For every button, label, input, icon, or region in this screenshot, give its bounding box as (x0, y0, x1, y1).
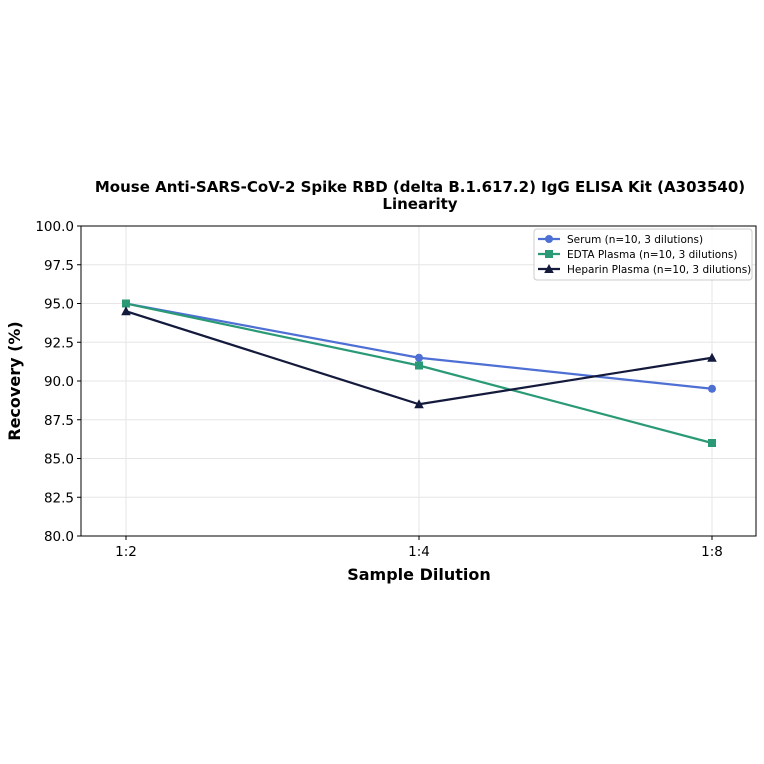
y-tick-label: 80.0 (44, 529, 74, 545)
data-point (708, 384, 716, 393)
legend-marker (545, 250, 553, 258)
legend-item: Heparin Plasma (n=10, 3 dilutions) (538, 264, 751, 276)
legend-item: EDTA Plasma (n=10, 3 dilutions) (538, 249, 737, 261)
chart-title-line2: Linearity (382, 195, 457, 213)
series-3 (121, 306, 717, 409)
legend-box (533, 228, 753, 281)
data-point (121, 306, 131, 316)
y-tick-label: 85.0 (44, 452, 74, 468)
y-tick-label: 87.5 (44, 413, 74, 429)
x-tick-label: 1:2 (115, 544, 137, 560)
legend-marker (544, 264, 554, 273)
legend-label: Serum (n=10, 3 dilutions) (567, 234, 703, 246)
legend: Serum (n=10, 3 dilutions) EDTA Plasma (n=… (533, 228, 753, 281)
y-axis: 80.0 82.5 85.0 87.5 90.0 92.5 95.0 97.5 100.0 (35, 219, 81, 545)
y-tick-label: 95.0 (44, 297, 74, 313)
x-axis-label: Sample Dilution (347, 565, 491, 584)
data-point (708, 439, 716, 447)
y-tick-label: 97.5 (44, 258, 74, 274)
y-tick-label: 92.5 (44, 335, 74, 351)
data-point (415, 361, 423, 370)
data-point (414, 399, 424, 409)
y-axis-label: Recovery (%) (5, 321, 24, 440)
chart-title-line1: Mouse Anti-SARS-CoV-2 Spike RBD (delta B… (95, 178, 745, 196)
legend-label: Heparin Plasma (n=10, 3 dilutions) (567, 264, 751, 276)
data-point (122, 299, 130, 308)
legend-label: EDTA Plasma (n=10, 3 dilutions) (567, 249, 737, 261)
x-tick-label: 1:8 (701, 544, 723, 560)
legend-item: Serum (n=10, 3 dilutions) (538, 234, 703, 246)
y-tick-label: 90.0 (44, 374, 74, 390)
legend-marker (545, 235, 553, 243)
x-tick-label: 1:4 (408, 544, 430, 560)
data-point (707, 352, 717, 362)
series-layer (121, 299, 717, 447)
data-point (415, 353, 423, 362)
y-tick-label: 82.5 (44, 490, 74, 506)
x-axis: 1:2 1:4 1:8 (115, 536, 723, 560)
y-tick-label: 100.0 (35, 219, 74, 235)
series-2 (122, 299, 716, 447)
